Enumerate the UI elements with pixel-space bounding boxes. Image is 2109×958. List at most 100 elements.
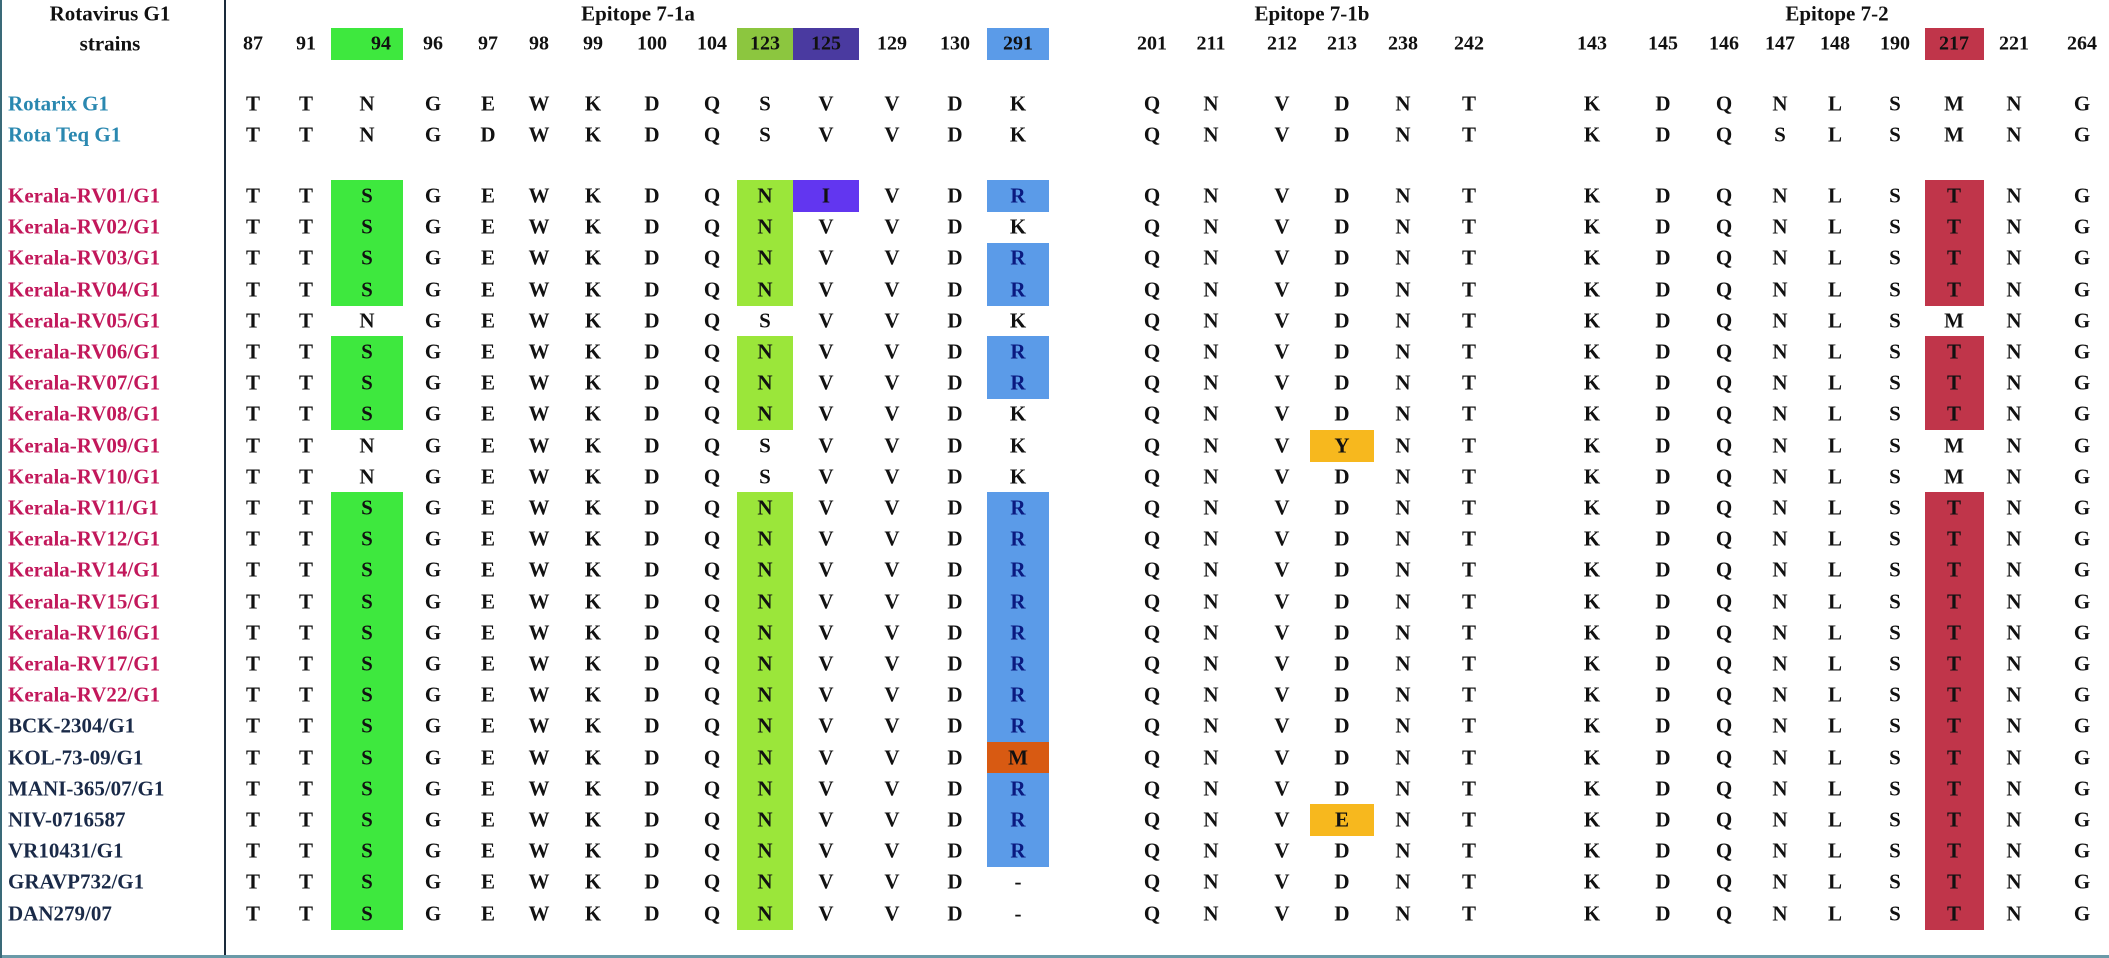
strain-label: Kerala-RV06/G1 [8,339,161,364]
epitope-title: Epitope 7-1b [1254,1,1370,26]
residue: W [528,245,550,270]
bottom-border [2,955,2109,958]
residue: G [2073,526,2091,551]
residue: W [528,122,550,147]
residue: K [1583,682,1601,707]
residue: D [947,464,963,489]
residue: V [818,589,834,614]
residue: T [245,589,261,614]
strain-label: BCK-2304/G1 [8,713,136,738]
residue: D [480,122,496,147]
residue: S [1889,91,1901,116]
residue: T [245,245,261,270]
residue: K [584,91,602,116]
residue-highlight [331,274,403,306]
residue: N [1203,807,1219,832]
residue: Q [703,214,721,239]
residue: N [1203,745,1219,770]
residue: L [1827,776,1843,801]
residue: S [1889,745,1901,770]
residue-highlight [987,835,1049,868]
residue: S [1889,869,1901,894]
residue: D [1334,557,1350,582]
residue: N [2006,776,2022,801]
residue: S [361,745,373,770]
residue: D [644,526,660,551]
strain-label: Rota Teq G1 [8,122,122,147]
residue: N [2006,620,2022,645]
residue: V [1274,183,1290,208]
residue: N [1772,901,1788,926]
residue-highlight [737,742,793,774]
residue: S [361,776,373,801]
residue: D [1655,589,1671,614]
residue: E [480,245,496,270]
residue: S [1889,589,1901,614]
residue-highlight [1924,617,1984,649]
residue: T [1946,901,1962,926]
residue: S [361,651,373,676]
residue: N [1395,620,1411,645]
residue: E [480,464,496,489]
residue: V [884,682,900,707]
residue: V [1274,433,1290,458]
residue: V [884,245,900,270]
residue: W [528,807,550,832]
residue: V [818,682,834,707]
residue: K [1583,589,1601,614]
residue: N [757,589,773,614]
residue: T [1461,245,1477,270]
residue: N [359,433,375,458]
residue: S [759,308,771,333]
residue: N [2006,339,2022,364]
residue: K [584,433,602,458]
residue: V [1274,620,1290,645]
residue: Q [1143,620,1161,645]
residue: K [584,651,602,676]
residue: T [298,526,314,551]
residue: K [584,776,602,801]
residue: N [1772,245,1788,270]
residue: D [644,776,660,801]
residue-highlight [737,398,793,431]
residue: N [1395,745,1411,770]
position-number: 87 [243,32,263,55]
residue: S [361,526,373,551]
residue: T [298,339,314,364]
residue: Q [1143,557,1161,582]
position-number: 125 [811,32,841,55]
residue: W [528,776,550,801]
residue: K [584,277,602,302]
residue: K [1583,91,1601,116]
residue: D [1334,495,1350,520]
residue: K [1583,745,1601,770]
residue-highlight [737,710,793,743]
residue: L [1827,901,1843,926]
residue: Q [1715,620,1733,645]
residue: N [1203,433,1219,458]
residue: D [1655,776,1671,801]
residue: V [1274,807,1290,832]
residue: E [480,214,496,239]
residue: D [644,651,660,676]
residue: W [528,838,550,863]
residue: N [2006,745,2022,770]
residue: L [1827,183,1843,208]
residue: I [821,183,831,208]
residue: N [2006,869,2022,894]
residue: S [1889,495,1901,520]
residue: N [757,901,773,926]
residue: - [1014,869,1022,894]
residue: T [245,620,261,645]
residue-highlight [1924,242,1984,275]
position-number: 148 [1820,32,1850,55]
residue: Q [1143,682,1161,707]
residue: K [584,245,602,270]
residue: V [818,651,834,676]
residue: Q [703,433,721,458]
residue: N [1203,214,1219,239]
residue: E [480,339,496,364]
residue: W [528,682,550,707]
residue-highlight [331,835,403,868]
residue: E [480,838,496,863]
